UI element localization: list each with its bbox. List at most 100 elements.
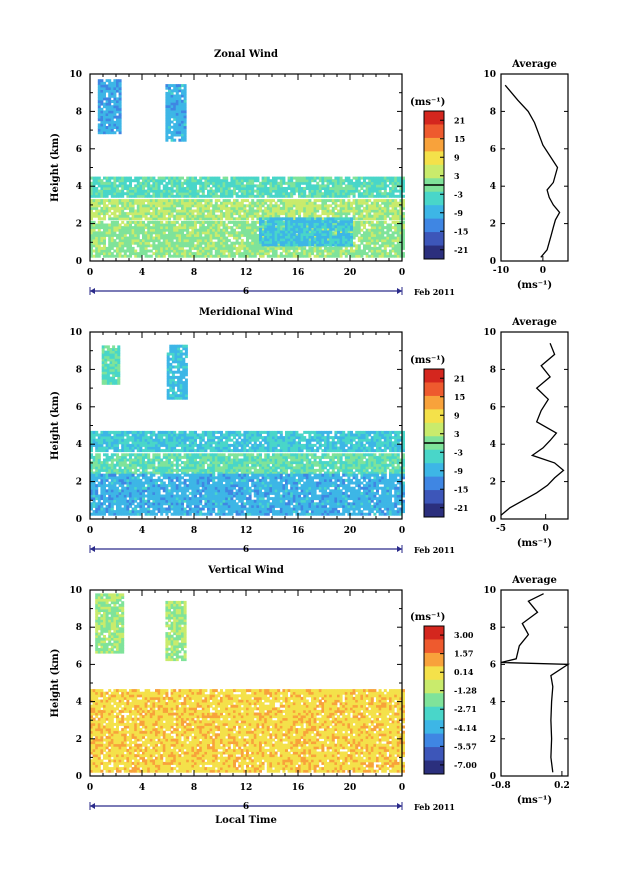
heatmap-cell — [92, 233, 96, 237]
heatmap-cell — [266, 225, 270, 229]
heatmap-cell — [131, 446, 135, 450]
heatmap-cell — [207, 246, 210, 250]
heatmap-cell — [92, 438, 96, 442]
heatmap-cell — [105, 102, 109, 106]
heatmap-cell — [169, 357, 173, 361]
heatmap-cell — [121, 226, 125, 230]
heatmap-cell — [175, 99, 179, 103]
heatmap-cell — [253, 244, 257, 248]
heatmap-cell — [178, 102, 182, 106]
heatmap-cell — [100, 249, 104, 253]
heatmap-cell — [246, 438, 249, 442]
heatmap-cell — [100, 206, 104, 210]
heatmap-cell — [196, 236, 200, 240]
heatmap-cell — [303, 217, 307, 221]
heatmap-cell — [175, 123, 179, 127]
heatmap-cell — [207, 252, 210, 256]
heatmap-cell — [259, 214, 262, 218]
heatmap-cell — [290, 443, 294, 447]
heatmap-cell — [256, 438, 260, 442]
heatmap-cell — [157, 176, 161, 180]
heatmap-cell — [175, 115, 179, 119]
heatmap-cell — [311, 430, 314, 434]
heatmap-cell — [144, 217, 148, 221]
heatmap-cell — [105, 187, 109, 190]
heatmap-cell — [225, 239, 229, 243]
heatmap-cell — [131, 220, 135, 224]
heatmap-cell — [326, 235, 330, 239]
heatmap-cell — [303, 212, 307, 216]
heatmap-cell — [261, 212, 265, 216]
heatmap-cell — [207, 214, 210, 218]
heatmap-cell — [184, 349, 188, 353]
heatmap-cell — [279, 238, 283, 242]
heatmap-cell — [95, 212, 99, 216]
heatmap-cell — [171, 394, 175, 398]
heatmap-cell — [274, 252, 278, 256]
heatmap-cell — [308, 222, 312, 226]
heatmap-cell — [316, 227, 320, 231]
heatmap-cell — [329, 235, 333, 239]
heatmap-cell — [259, 254, 262, 258]
heatmap-cell — [402, 220, 405, 224]
heatmap-cell — [160, 246, 164, 250]
heatmap-cell — [240, 189, 244, 193]
heatmap-cell — [238, 194, 242, 198]
heatmap-cell — [217, 226, 221, 230]
heatmap-cell — [248, 233, 252, 237]
heatmap-cell — [178, 438, 182, 442]
heatmap-cell — [347, 243, 351, 247]
heatmap-cell — [162, 449, 166, 453]
heatmap-cell — [217, 449, 221, 453]
heatmap-cell — [233, 179, 236, 183]
heatmap-cell — [248, 438, 252, 442]
heatmap-cell — [357, 214, 361, 218]
heatmap-cell — [350, 209, 353, 213]
heatmap-cell — [373, 233, 377, 237]
heatmap-cell — [165, 123, 169, 127]
heatmap-cell — [175, 433, 179, 437]
heatmap-cell — [399, 223, 403, 227]
heatmap-cell — [105, 249, 109, 253]
heatmap-cell — [243, 212, 247, 216]
heatmap-cell — [149, 201, 153, 205]
heatmap-cell — [175, 231, 179, 235]
heatmap-cell — [186, 228, 190, 232]
heatmap-cell — [181, 443, 184, 447]
heatmap-cell — [188, 249, 192, 253]
heatmap-cell — [165, 201, 169, 205]
heatmap-cell — [316, 220, 320, 223]
colorbar-segment — [424, 245, 444, 260]
heatmap-cell — [318, 176, 322, 180]
heatmap-cell — [381, 179, 385, 183]
heatmap-cell — [318, 204, 322, 208]
heatmap-cell — [175, 443, 179, 447]
heatmap-cell — [194, 220, 197, 224]
heatmap-cell — [240, 214, 244, 218]
heatmap-cell — [274, 181, 278, 185]
heatmap-cell — [227, 254, 231, 258]
heatmap-cell — [90, 430, 93, 434]
heatmap-cell — [277, 187, 281, 190]
heatmap-cell — [173, 189, 177, 193]
heatmap-cell — [253, 228, 257, 232]
heatmap-cell — [376, 187, 379, 190]
heatmap-cell — [227, 249, 231, 253]
heatmap-cell — [142, 209, 145, 213]
heatmap-cell — [196, 194, 200, 198]
heatmap-cell — [194, 226, 197, 230]
heatmap-cell — [344, 230, 348, 234]
heatmap-cell — [311, 228, 314, 232]
heatmap-cell — [199, 441, 203, 445]
heatmap-cell — [264, 240, 268, 244]
heatmap-cell — [108, 223, 112, 227]
heatmap-cell — [238, 236, 242, 240]
heatmap-cell — [169, 352, 173, 356]
heatmap-cell — [183, 441, 187, 445]
heatmap-cell — [126, 176, 130, 180]
heatmap-cell — [101, 358, 105, 362]
heatmap-cell — [391, 214, 395, 218]
heatmap-cell — [113, 254, 117, 258]
heatmap-cell — [311, 179, 314, 183]
heatmap-cell — [147, 231, 151, 235]
